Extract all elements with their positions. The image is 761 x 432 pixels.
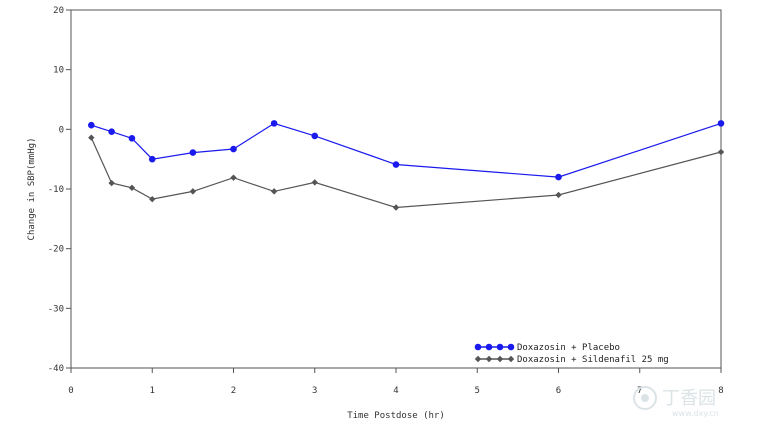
data-point [88, 134, 95, 141]
series-line [90, 137, 722, 209]
plot-frame [70, 9, 722, 369]
watermark-url: www.dxy.cn [672, 409, 719, 418]
watermark-text: 丁香园 [662, 388, 716, 409]
watermark: 丁香园 www.dxy.cn [633, 386, 719, 418]
legend-swatch-marker [507, 343, 515, 351]
plot-area-border [70, 9, 722, 369]
y-tick-label: -10 [48, 185, 64, 195]
series-1 [88, 120, 725, 181]
x-tick-label: 7 [637, 386, 642, 396]
legend-swatch-marker [496, 343, 504, 351]
y-tick-label: -20 [48, 245, 64, 255]
x-axis-title: Time Postdose (hr) [347, 411, 445, 421]
series-line [91, 122, 722, 178]
data-point [311, 179, 318, 186]
data-point [392, 204, 400, 211]
legend-swatch-marker [485, 355, 493, 363]
data-point [555, 173, 562, 181]
data-point [230, 145, 237, 153]
series-layer [88, 120, 725, 211]
x-tick-label: 1 [150, 386, 155, 396]
data-point [717, 120, 725, 127]
data-point [148, 155, 156, 163]
y-axis: 20 10 0 -10 -20 -30 -40 [48, 6, 71, 374]
legend: Doxazosin + Placebo Doxazosin + Sildenafi… [474, 343, 669, 365]
x-tick-label: 5 [475, 386, 480, 396]
y-tick-label: 10 [53, 66, 64, 76]
data-point [311, 132, 319, 140]
dxy-logo-icon [633, 386, 657, 410]
legend-swatch-marker [485, 343, 493, 351]
x-axis: 0 1 2 3 4 5 6 7 8 [68, 368, 724, 396]
data-point [128, 134, 136, 142]
data-point [149, 195, 156, 203]
data-point [230, 174, 237, 181]
legend-swatch-marker [496, 355, 504, 363]
data-point [108, 179, 115, 187]
x-tick-label: 4 [393, 386, 398, 396]
x-tick-label: 6 [556, 386, 561, 396]
x-tick-label: 8 [718, 386, 723, 396]
legend-label: Doxazosin + Placebo [517, 343, 620, 353]
x-tick-label: 3 [312, 386, 317, 396]
x-tick-label: 2 [231, 386, 236, 396]
data-point [189, 149, 197, 156]
data-point [717, 148, 725, 156]
data-point [270, 120, 278, 127]
y-tick-label: 0 [59, 125, 64, 135]
y-tick-label: -40 [48, 364, 64, 374]
data-point [555, 191, 562, 199]
x-tick-label: 0 [68, 386, 73, 396]
data-point [189, 188, 197, 195]
legend-swatch-marker [474, 355, 482, 363]
data-point [128, 184, 136, 192]
legend-item: Doxazosin + Sildenafil 25 mg [474, 355, 669, 365]
data-point [108, 128, 115, 136]
series-2 [88, 134, 725, 211]
y-tick-label: 20 [53, 6, 64, 16]
legend-swatch-marker [474, 343, 482, 351]
data-point [270, 188, 278, 195]
y-axis-title: Change in SBP(mmHg) [27, 138, 37, 241]
data-point [88, 121, 95, 129]
legend-label: Doxazosin + Sildenafil 25 mg [517, 355, 669, 365]
y-tick-label: -30 [48, 304, 64, 314]
data-point [392, 161, 400, 168]
legend-swatch-marker [507, 355, 515, 363]
legend-item: Doxazosin + Placebo [474, 343, 620, 353]
